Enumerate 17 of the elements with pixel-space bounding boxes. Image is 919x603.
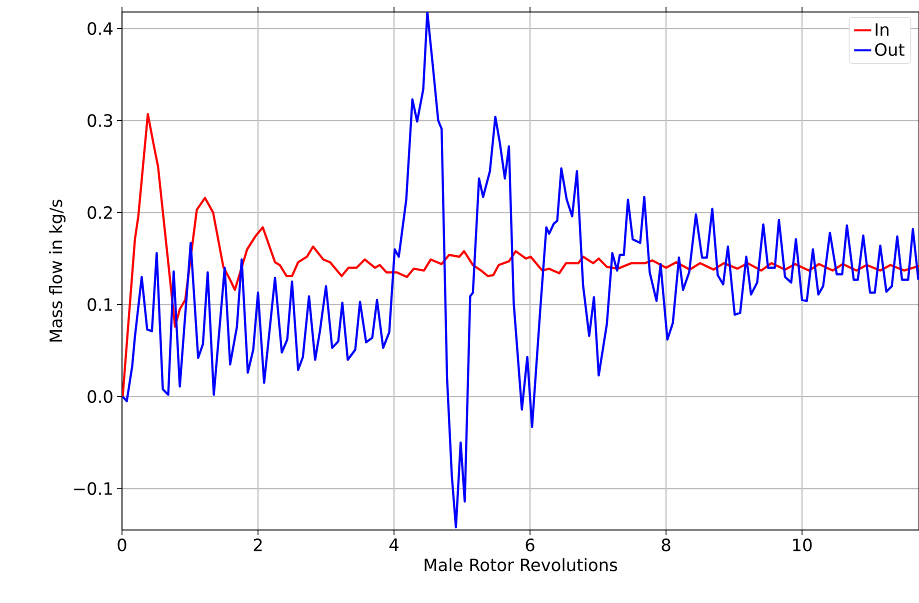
x-tick-label: 4 xyxy=(389,538,398,551)
x-axis-title: Male Rotor Revolutions xyxy=(424,558,618,572)
y-tick-label: 0.3 xyxy=(88,114,112,127)
legend-label: In xyxy=(876,23,888,36)
x-tick-label: 0 xyxy=(118,538,126,552)
y-tick-label: 0.2 xyxy=(88,206,112,219)
y-tick-label: 0.1 xyxy=(88,298,112,311)
x-tick-label: 6 xyxy=(526,538,534,552)
legend-label: Out xyxy=(875,43,904,56)
x-tick-label: 8 xyxy=(662,538,670,552)
y-tick-label: −0.1 xyxy=(74,482,112,495)
y-tick-label: 0.0 xyxy=(88,390,112,403)
y-tick-label: 0.4 xyxy=(88,22,113,35)
x-tick-label: 2 xyxy=(254,538,262,552)
x-tick-label: 10 xyxy=(793,538,812,552)
line-series xyxy=(122,113,919,398)
y-axis-title: Mass flow in kg/s xyxy=(49,200,66,342)
